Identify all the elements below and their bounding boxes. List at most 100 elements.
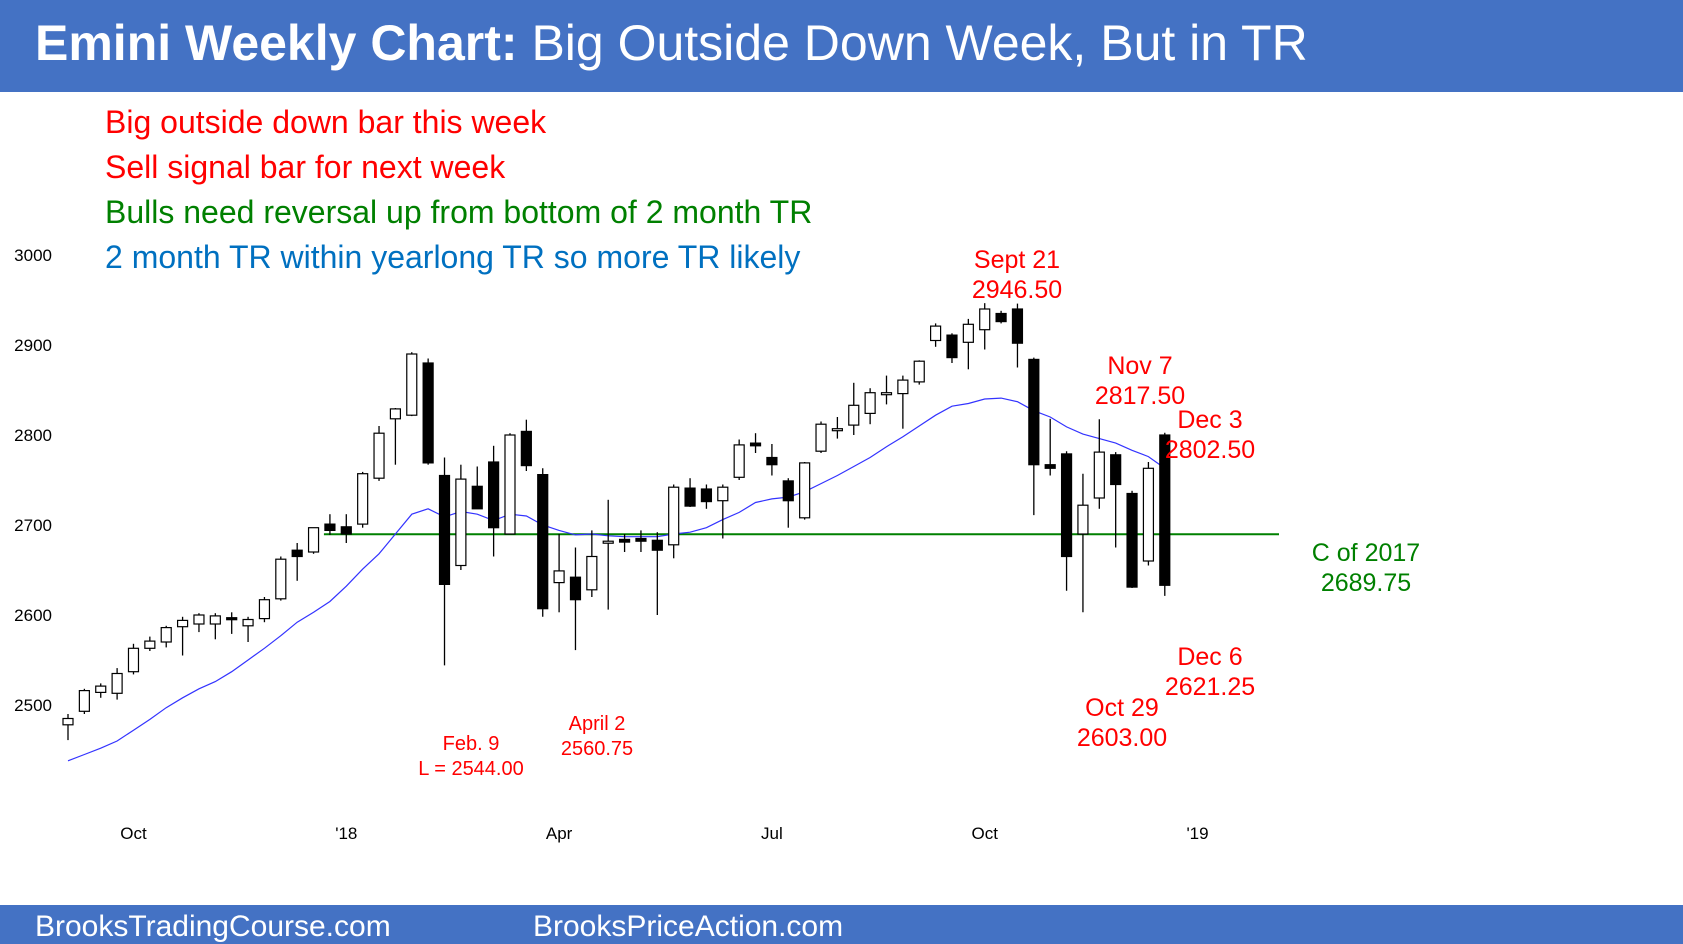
y-tick-label: 2600 xyxy=(14,606,52,625)
bull-candle-body xyxy=(717,486,729,502)
bull-candle-body xyxy=(979,308,991,331)
bull-candle-body xyxy=(62,717,74,726)
candle xyxy=(1110,452,1122,548)
candle xyxy=(1011,303,1024,368)
annotation-label: Feb. 9 xyxy=(443,733,500,755)
footer-banner: BrooksTradingCourse.com BrooksPriceActio… xyxy=(0,905,1683,944)
y-tick-label: 2500 xyxy=(14,696,52,715)
bull-candle-body xyxy=(242,618,254,627)
bull-candle-body xyxy=(160,626,172,643)
bull-candle-body xyxy=(1077,504,1089,535)
candles xyxy=(62,303,1171,741)
bear-candle-body xyxy=(1044,464,1056,469)
candle xyxy=(1077,473,1089,613)
candle xyxy=(291,543,303,581)
annotation-label: 2560.75 xyxy=(561,738,633,760)
bull-candle-body xyxy=(930,325,942,342)
bull-candle-body xyxy=(848,404,860,426)
bear-candle-body xyxy=(749,442,762,447)
candle xyxy=(537,468,549,617)
x-tick-label: Oct xyxy=(971,824,998,843)
candle xyxy=(1142,462,1155,566)
candle xyxy=(226,612,238,634)
candle xyxy=(815,421,827,453)
bull-candle-body xyxy=(913,360,925,383)
candle xyxy=(897,375,909,429)
candle xyxy=(422,358,434,465)
bull-candle-body xyxy=(307,527,320,553)
candle xyxy=(406,352,418,417)
bear-candle-body xyxy=(651,539,663,551)
bear-candle-body xyxy=(766,456,778,466)
bull-candle-body xyxy=(373,432,385,479)
annotation-label: Sept 21 xyxy=(974,246,1060,274)
bear-candle-body xyxy=(422,362,434,464)
bear-candle-body xyxy=(340,526,352,535)
candle xyxy=(553,534,565,613)
candle xyxy=(962,318,974,370)
annotation-label: 2689.75 xyxy=(1321,569,1411,597)
bull-candle-body xyxy=(144,640,156,649)
note-4: 2 month TR within yearlong TR so more TR… xyxy=(105,239,801,275)
candle xyxy=(635,530,647,552)
bull-candle-body xyxy=(586,555,598,591)
bear-candle-body xyxy=(569,576,582,601)
bear-candle-body xyxy=(520,430,532,467)
x-tick-label: Apr xyxy=(546,824,573,843)
candle xyxy=(995,310,1007,324)
candle xyxy=(504,433,516,535)
bull-candle-body xyxy=(111,672,123,694)
bear-candle-body xyxy=(471,485,483,510)
candle xyxy=(275,556,287,601)
bear-candle-body xyxy=(1159,434,1171,586)
candle xyxy=(471,466,483,510)
bull-candle-body xyxy=(193,614,205,625)
candle xyxy=(602,499,614,610)
candle xyxy=(848,382,860,435)
candle xyxy=(1060,451,1073,591)
x-tick-label: Oct xyxy=(120,824,147,843)
annotation-label: Nov 7 xyxy=(1107,352,1172,380)
candle xyxy=(1093,419,1105,509)
candle xyxy=(242,616,254,642)
y-tick-label: 3000 xyxy=(14,246,52,265)
annotation-label: Dec 3 xyxy=(1177,406,1242,434)
annotation-label: 2621.25 xyxy=(1165,673,1255,701)
candle xyxy=(651,532,663,615)
candle xyxy=(340,514,352,543)
candle xyxy=(488,445,500,557)
bear-candle-body xyxy=(537,474,549,610)
note-2: Sell signal bar for next week xyxy=(105,149,506,185)
candle xyxy=(700,484,713,509)
bull-candle-body xyxy=(864,392,876,415)
bull-candle-body xyxy=(504,434,516,535)
bull-candle-body xyxy=(78,689,90,712)
bear-candle-body xyxy=(324,523,336,532)
annotation-label: Oct 29 xyxy=(1085,694,1159,722)
y-axis: 2500 2600 2700 2800 2900 3000 xyxy=(14,246,52,715)
chart-title-subtitle: Big Outside Down Week, But in TR xyxy=(517,15,1308,71)
x-axis: Oct '18 Apr Jul Oct '19 xyxy=(120,824,1208,843)
candle xyxy=(307,527,320,554)
candle xyxy=(733,439,745,480)
bull-candle-body xyxy=(258,599,271,620)
y-tick-label: 2900 xyxy=(14,336,52,355)
moving-average xyxy=(67,397,1166,762)
candle xyxy=(569,547,582,651)
candle xyxy=(1028,357,1040,516)
candle xyxy=(111,668,123,700)
bear-candle-body xyxy=(226,617,238,621)
bull-candle-body xyxy=(733,444,745,478)
bear-candle-body xyxy=(1028,358,1040,466)
candle xyxy=(520,419,532,471)
candle xyxy=(389,408,401,465)
candle xyxy=(160,625,172,648)
annotation-label: 2802.50 xyxy=(1165,436,1255,464)
bear-candle-body xyxy=(1126,492,1138,588)
candle xyxy=(766,444,778,476)
bull-candle-body xyxy=(275,558,287,600)
bear-candle-body xyxy=(1060,453,1073,558)
candle xyxy=(1126,490,1138,588)
bear-candle-body xyxy=(635,537,647,542)
candle xyxy=(913,360,925,385)
